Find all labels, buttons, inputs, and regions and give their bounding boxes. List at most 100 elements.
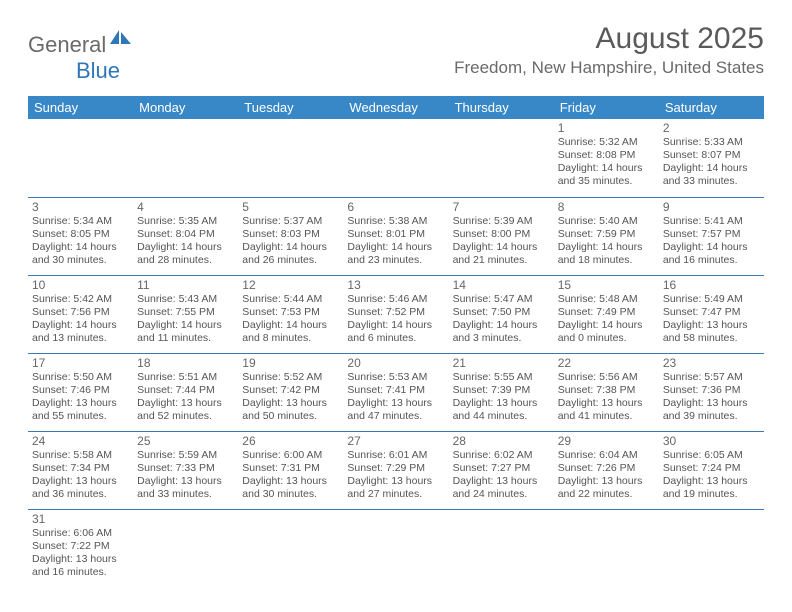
day-number: 1: [558, 121, 655, 135]
calendar-day: 12Sunrise: 5:44 AMSunset: 7:53 PMDayligh…: [238, 275, 343, 353]
calendar-day: 19Sunrise: 5:52 AMSunset: 7:42 PMDayligh…: [238, 353, 343, 431]
day-number: 25: [137, 434, 234, 448]
day-info: Sunrise: 5:47 AMSunset: 7:50 PMDaylight:…: [453, 293, 550, 346]
day-info: Sunrise: 5:49 AMSunset: 7:47 PMDaylight:…: [663, 293, 760, 346]
day-info: Sunrise: 5:51 AMSunset: 7:44 PMDaylight:…: [137, 371, 234, 424]
calendar-week: 10Sunrise: 5:42 AMSunset: 7:56 PMDayligh…: [28, 275, 764, 353]
day-number: 7: [453, 200, 550, 214]
day-number: 20: [347, 356, 444, 370]
calendar-day: 6Sunrise: 5:38 AMSunset: 8:01 PMDaylight…: [343, 197, 448, 275]
page-root: General August 2025 Freedom, New Hampshi…: [0, 0, 792, 597]
calendar-day: 24Sunrise: 5:58 AMSunset: 7:34 PMDayligh…: [28, 431, 133, 509]
calendar-empty: [343, 509, 448, 587]
day-info: Sunrise: 5:50 AMSunset: 7:46 PMDaylight:…: [32, 371, 129, 424]
day-number: 16: [663, 278, 760, 292]
day-header: Saturday: [659, 96, 764, 119]
calendar-day: 1Sunrise: 5:32 AMSunset: 8:08 PMDaylight…: [554, 119, 659, 197]
day-number: 9: [663, 200, 760, 214]
calendar-day: 30Sunrise: 6:05 AMSunset: 7:24 PMDayligh…: [659, 431, 764, 509]
calendar-day: 9Sunrise: 5:41 AMSunset: 7:57 PMDaylight…: [659, 197, 764, 275]
day-number: 30: [663, 434, 760, 448]
day-number: 23: [663, 356, 760, 370]
day-info: Sunrise: 5:39 AMSunset: 8:00 PMDaylight:…: [453, 215, 550, 268]
calendar-empty: [659, 509, 764, 587]
brand-blue: Blue: [76, 58, 120, 83]
day-info: Sunrise: 5:35 AMSunset: 8:04 PMDaylight:…: [137, 215, 234, 268]
day-number: 24: [32, 434, 129, 448]
day-info: Sunrise: 6:05 AMSunset: 7:24 PMDaylight:…: [663, 449, 760, 502]
calendar-day: 28Sunrise: 6:02 AMSunset: 7:27 PMDayligh…: [449, 431, 554, 509]
calendar-day: 15Sunrise: 5:48 AMSunset: 7:49 PMDayligh…: [554, 275, 659, 353]
day-info: Sunrise: 6:00 AMSunset: 7:31 PMDaylight:…: [242, 449, 339, 502]
day-info: Sunrise: 5:48 AMSunset: 7:49 PMDaylight:…: [558, 293, 655, 346]
calendar-week: 17Sunrise: 5:50 AMSunset: 7:46 PMDayligh…: [28, 353, 764, 431]
calendar-day: 16Sunrise: 5:49 AMSunset: 7:47 PMDayligh…: [659, 275, 764, 353]
calendar-day: 22Sunrise: 5:56 AMSunset: 7:38 PMDayligh…: [554, 353, 659, 431]
calendar-day: 10Sunrise: 5:42 AMSunset: 7:56 PMDayligh…: [28, 275, 133, 353]
day-header: Tuesday: [238, 96, 343, 119]
day-info: Sunrise: 5:40 AMSunset: 7:59 PMDaylight:…: [558, 215, 655, 268]
day-number: 26: [242, 434, 339, 448]
day-info: Sunrise: 5:52 AMSunset: 7:42 PMDaylight:…: [242, 371, 339, 424]
day-header: Sunday: [28, 96, 133, 119]
calendar-empty: [133, 509, 238, 587]
day-info: Sunrise: 5:37 AMSunset: 8:03 PMDaylight:…: [242, 215, 339, 268]
day-number: 21: [453, 356, 550, 370]
calendar-head: SundayMondayTuesdayWednesdayThursdayFrid…: [28, 96, 764, 119]
day-info: Sunrise: 6:06 AMSunset: 7:22 PMDaylight:…: [32, 527, 129, 580]
calendar-empty: [449, 509, 554, 587]
calendar-body: 1Sunrise: 5:32 AMSunset: 8:08 PMDaylight…: [28, 119, 764, 587]
day-info: Sunrise: 5:42 AMSunset: 7:56 PMDaylight:…: [32, 293, 129, 346]
month-title: August 2025: [454, 22, 764, 56]
calendar-week: 1Sunrise: 5:32 AMSunset: 8:08 PMDaylight…: [28, 119, 764, 197]
calendar-empty: [133, 119, 238, 197]
day-number: 19: [242, 356, 339, 370]
calendar-week: 24Sunrise: 5:58 AMSunset: 7:34 PMDayligh…: [28, 431, 764, 509]
calendar-empty: [238, 509, 343, 587]
calendar-day: 26Sunrise: 6:00 AMSunset: 7:31 PMDayligh…: [238, 431, 343, 509]
day-info: Sunrise: 5:58 AMSunset: 7:34 PMDaylight:…: [32, 449, 129, 502]
calendar-day: 4Sunrise: 5:35 AMSunset: 8:04 PMDaylight…: [133, 197, 238, 275]
calendar-day: 14Sunrise: 5:47 AMSunset: 7:50 PMDayligh…: [449, 275, 554, 353]
calendar-week: 3Sunrise: 5:34 AMSunset: 8:05 PMDaylight…: [28, 197, 764, 275]
calendar-day: 21Sunrise: 5:55 AMSunset: 7:39 PMDayligh…: [449, 353, 554, 431]
day-number: 10: [32, 278, 129, 292]
calendar-day: 13Sunrise: 5:46 AMSunset: 7:52 PMDayligh…: [343, 275, 448, 353]
day-info: Sunrise: 5:41 AMSunset: 7:57 PMDaylight:…: [663, 215, 760, 268]
day-header-row: SundayMondayTuesdayWednesdayThursdayFrid…: [28, 96, 764, 119]
calendar-day: 2Sunrise: 5:33 AMSunset: 8:07 PMDaylight…: [659, 119, 764, 197]
calendar-day: 25Sunrise: 5:59 AMSunset: 7:33 PMDayligh…: [133, 431, 238, 509]
calendar-day: 5Sunrise: 5:37 AMSunset: 8:03 PMDaylight…: [238, 197, 343, 275]
day-info: Sunrise: 5:56 AMSunset: 7:38 PMDaylight:…: [558, 371, 655, 424]
day-header: Thursday: [449, 96, 554, 119]
brand-logo: General: [28, 28, 134, 61]
day-info: Sunrise: 5:34 AMSunset: 8:05 PMDaylight:…: [32, 215, 129, 268]
day-number: 22: [558, 356, 655, 370]
sail-icon: [110, 28, 132, 51]
day-info: Sunrise: 5:46 AMSunset: 7:52 PMDaylight:…: [347, 293, 444, 346]
calendar-empty: [449, 119, 554, 197]
calendar-day: 20Sunrise: 5:53 AMSunset: 7:41 PMDayligh…: [343, 353, 448, 431]
calendar-day: 27Sunrise: 6:01 AMSunset: 7:29 PMDayligh…: [343, 431, 448, 509]
day-number: 27: [347, 434, 444, 448]
calendar-week: 31Sunrise: 6:06 AMSunset: 7:22 PMDayligh…: [28, 509, 764, 587]
day-info: Sunrise: 6:01 AMSunset: 7:29 PMDaylight:…: [347, 449, 444, 502]
day-number: 2: [663, 121, 760, 135]
calendar-table: SundayMondayTuesdayWednesdayThursdayFrid…: [28, 96, 764, 587]
day-header: Friday: [554, 96, 659, 119]
day-info: Sunrise: 6:02 AMSunset: 7:27 PMDaylight:…: [453, 449, 550, 502]
calendar-day: 17Sunrise: 5:50 AMSunset: 7:46 PMDayligh…: [28, 353, 133, 431]
calendar-empty: [554, 509, 659, 587]
day-number: 13: [347, 278, 444, 292]
day-info: Sunrise: 5:43 AMSunset: 7:55 PMDaylight:…: [137, 293, 234, 346]
calendar-day: 8Sunrise: 5:40 AMSunset: 7:59 PMDaylight…: [554, 197, 659, 275]
day-number: 6: [347, 200, 444, 214]
day-info: Sunrise: 6:04 AMSunset: 7:26 PMDaylight:…: [558, 449, 655, 502]
day-number: 11: [137, 278, 234, 292]
calendar-day: 7Sunrise: 5:39 AMSunset: 8:00 PMDaylight…: [449, 197, 554, 275]
location-text: Freedom, New Hampshire, United States: [454, 58, 764, 78]
brand-general: General: [28, 32, 106, 58]
day-info: Sunrise: 5:53 AMSunset: 7:41 PMDaylight:…: [347, 371, 444, 424]
day-number: 14: [453, 278, 550, 292]
calendar-empty: [238, 119, 343, 197]
